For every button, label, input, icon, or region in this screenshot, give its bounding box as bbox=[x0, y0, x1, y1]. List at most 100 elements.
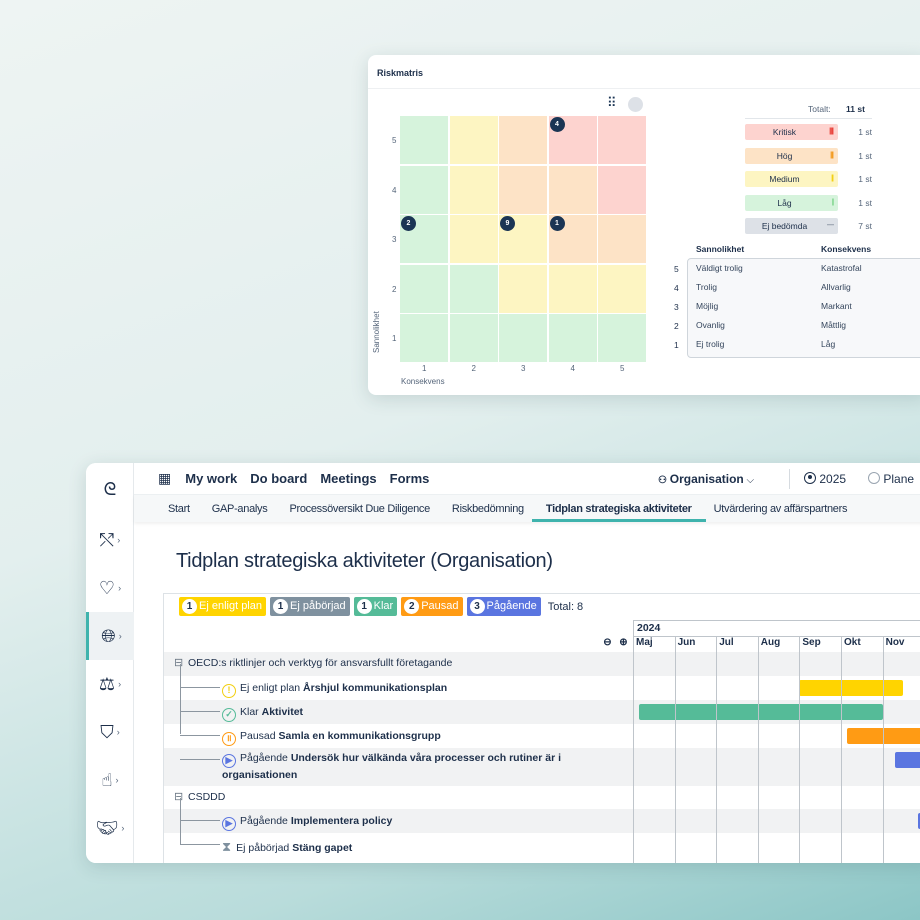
legend-kritisk[interactable]: Kritisk |||| bbox=[745, 124, 838, 140]
grid-view-icon[interactable]: ⠿ bbox=[607, 95, 617, 110]
legend-hög[interactable]: Hög ||| bbox=[745, 147, 838, 164]
tab-6[interactable]: Utvärdering av affärspartners bbox=[713, 503, 848, 515]
task-status: Ej enligt plan bbox=[240, 682, 301, 694]
risk-cell[interactable] bbox=[499, 314, 547, 362]
risk-cell[interactable] bbox=[548, 264, 597, 313]
globe-search-icon: 🌐︎ bbox=[101, 625, 116, 646]
group-row[interactable]: ⊟ CSDDD bbox=[164, 786, 920, 809]
status-filter-1[interactable]: 1 Ej enligt plan bbox=[179, 597, 266, 616]
task-row[interactable]: ॥ Pausad Samla en kommunikationsgrupp bbox=[164, 724, 920, 748]
sidebar-item-hand-heart[interactable]: ☝︎ › bbox=[86, 756, 134, 804]
risk-cell[interactable] bbox=[449, 116, 498, 164]
gantt-bar[interactable] bbox=[799, 680, 904, 696]
risk-cell[interactable] bbox=[598, 314, 646, 362]
tab-2[interactable]: GAP-analys bbox=[211, 503, 268, 515]
tab-3[interactable]: Processöversikt Due Diligence bbox=[289, 503, 430, 515]
month-header: Aug bbox=[760, 637, 781, 648]
task-name: Årshjul kommunikationsplan bbox=[303, 682, 448, 694]
task-label: ⧗ Ej påbörjad Stäng gapet bbox=[222, 839, 352, 855]
apps-grid-icon[interactable]: ▦ bbox=[158, 470, 172, 486]
plan-radio[interactable]: Plane bbox=[868, 471, 914, 486]
pause-icon: ॥ bbox=[222, 732, 236, 746]
task-label: ✓ Klar Aktivitet bbox=[222, 706, 303, 722]
sidebar-item-handshake[interactable]: 🤝︎ › bbox=[86, 804, 134, 852]
nav-my-work[interactable]: My work bbox=[185, 471, 238, 486]
sidebar-item-route[interactable]: ⤲ › bbox=[86, 516, 134, 564]
legend-count: 1 st bbox=[858, 174, 872, 184]
sidebar-item-shield-lock[interactable]: ⛉ › bbox=[86, 708, 134, 756]
task-row[interactable]: ✓ Klar Aktivitet bbox=[164, 700, 920, 724]
year-radio[interactable]: 2025 bbox=[804, 471, 846, 486]
risk-cell[interactable] bbox=[449, 264, 498, 313]
tab-5[interactable]: Tidplan strategiska aktiviteter bbox=[531, 503, 706, 522]
nav-forms[interactable]: Forms bbox=[389, 471, 430, 486]
risk-cell[interactable] bbox=[400, 264, 448, 313]
collapse-icon[interactable]: ⊟ bbox=[174, 657, 184, 669]
count-badge: 1 bbox=[356, 599, 372, 614]
org-selector[interactable]: ⚇ Organisation ⌵ bbox=[658, 471, 755, 486]
chevron-right-icon: › bbox=[116, 727, 120, 737]
group-row[interactable]: ⊟ OECD:s riktlinjer och verktyg för ansva… bbox=[164, 652, 920, 676]
legend-låg[interactable]: Låg | bbox=[745, 194, 838, 211]
risk-cell[interactable] bbox=[598, 165, 646, 214]
y-tick: 1 bbox=[392, 334, 397, 343]
task-name: Stäng gapet bbox=[292, 842, 353, 854]
scale-level: 5 bbox=[674, 264, 679, 274]
risk-count-marker[interactable]: 9 bbox=[500, 216, 515, 231]
zoom-out-icon[interactable]: ⊖ bbox=[603, 637, 612, 648]
risk-count-marker[interactable]: 2 bbox=[401, 216, 416, 231]
risk-cell[interactable] bbox=[449, 215, 498, 263]
nav-meetings[interactable]: Meetings bbox=[320, 471, 377, 486]
risk-cell[interactable] bbox=[499, 116, 547, 164]
risk-cell[interactable] bbox=[499, 264, 547, 313]
sidebar-item-heart[interactable]: ♡ › bbox=[86, 564, 134, 612]
nav-do-board[interactable]: Do board bbox=[250, 471, 308, 486]
tab-4[interactable]: Riskbedömning bbox=[451, 503, 524, 515]
status-label: Klar bbox=[373, 600, 394, 612]
play-icon: ▶ bbox=[222, 754, 236, 768]
gantt-bar[interactable] bbox=[894, 752, 920, 768]
collapse-icon[interactable]: ⊟ bbox=[174, 791, 184, 803]
y-tick: 4 bbox=[392, 185, 397, 195]
sidebar-item-scales[interactable]: ⚖︎ › bbox=[86, 660, 134, 708]
risk-cell[interactable] bbox=[598, 116, 646, 164]
risk-count-marker[interactable]: 1 bbox=[549, 216, 565, 231]
sidebar-item-globe-search[interactable]: 🌐︎ › bbox=[86, 612, 134, 660]
legend-label: Låg bbox=[777, 197, 792, 208]
legend-ej-bedömda[interactable]: Ej bedömda — bbox=[745, 218, 838, 234]
tree-connector bbox=[180, 687, 220, 688]
count-badge: 1 bbox=[273, 599, 288, 614]
legend-medium[interactable]: Medium || bbox=[745, 171, 838, 187]
task-row[interactable]: ▶ Pågående Implementera policy bbox=[164, 809, 920, 833]
handshake-icon: 🤝︎ bbox=[95, 817, 119, 838]
risk-cell[interactable] bbox=[548, 165, 597, 214]
task-row[interactable]: ! Ej enligt plan Årshjul kommunikationspl… bbox=[164, 676, 920, 700]
tab-1[interactable]: Start bbox=[168, 503, 190, 515]
status-filter-4[interactable]: 2 Pausad bbox=[401, 597, 463, 616]
gantt-bar[interactable] bbox=[918, 813, 920, 829]
likelihood-label: Ovanlig bbox=[696, 320, 725, 330]
risk-cell[interactable] bbox=[598, 215, 646, 263]
month-header: Jul bbox=[719, 637, 734, 648]
task-row[interactable]: ⧗ Ej påbörjad Stäng gapet bbox=[164, 833, 920, 857]
risk-cell[interactable] bbox=[499, 165, 547, 214]
risk-cell[interactable] bbox=[548, 314, 597, 362]
y-tick: 3 bbox=[392, 235, 397, 244]
month-gridline bbox=[882, 636, 884, 863]
status-filter-5[interactable]: 3 Pågående bbox=[466, 597, 541, 616]
circle-view-icon[interactable] bbox=[628, 97, 643, 112]
zoom-in-icon[interactable]: ⊕ bbox=[619, 637, 628, 648]
risk-cell[interactable] bbox=[598, 264, 646, 313]
task-row[interactable]: ▶ Pågående Undersök hur välkända våra pro… bbox=[164, 748, 920, 786]
app-logo[interactable]: ᘓ bbox=[86, 465, 134, 513]
risk-cell[interactable] bbox=[449, 314, 498, 362]
risk-cell[interactable] bbox=[400, 165, 448, 214]
risk-cell[interactable] bbox=[400, 116, 448, 164]
status-filter-3[interactable]: 1 Klar bbox=[353, 597, 398, 616]
status-filter-2[interactable]: 1 Ej påbörjad bbox=[270, 597, 350, 616]
risk-cell[interactable] bbox=[449, 165, 498, 214]
risk-cell[interactable] bbox=[400, 314, 448, 362]
scale-header-likelihood: Sannolikhet bbox=[696, 244, 745, 254]
gantt-bar[interactable] bbox=[639, 704, 883, 720]
risk-count-marker[interactable]: 4 bbox=[549, 117, 565, 132]
